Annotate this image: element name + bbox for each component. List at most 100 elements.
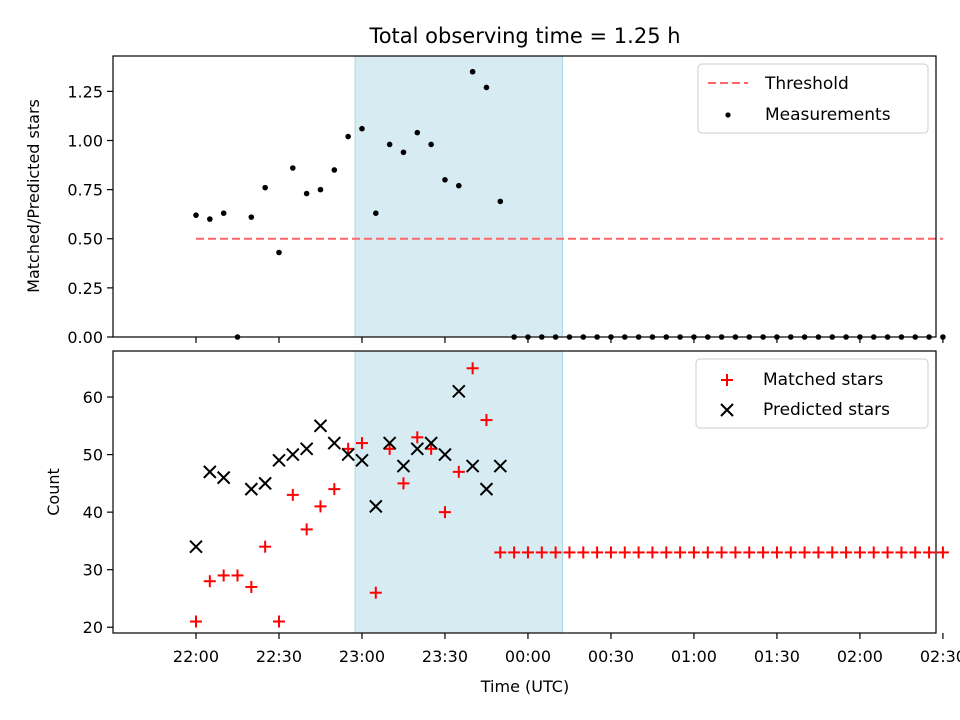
matched-star-point xyxy=(604,546,617,559)
matched-star-point xyxy=(494,546,507,559)
matched-star-point xyxy=(701,546,714,559)
y-tick-label: 50 xyxy=(83,446,103,465)
matched-star-point xyxy=(687,546,700,559)
matched-star-point xyxy=(328,483,341,496)
predicted-star-point xyxy=(203,465,217,479)
matched-star-point xyxy=(660,546,673,559)
matched-star-point xyxy=(674,546,687,559)
measurement-point xyxy=(428,141,434,148)
x-tick-label: 00:00 xyxy=(505,647,551,666)
y-tick-label: 0.00 xyxy=(67,328,103,347)
matched-star-point xyxy=(521,546,534,559)
matched-star-point xyxy=(438,506,451,519)
predicted-star-point xyxy=(479,482,494,496)
matched-star-point xyxy=(452,465,465,478)
measurement-point xyxy=(317,186,324,193)
x-tick-label: 02:00 xyxy=(837,647,883,666)
x-tick-label: 01:30 xyxy=(754,647,800,666)
matched-star-point xyxy=(867,546,880,559)
matched-star-point xyxy=(383,442,396,455)
predicted-star-point xyxy=(396,459,411,473)
matched-star-point xyxy=(784,546,797,559)
predicted-star-point xyxy=(382,436,397,450)
predicted-stars-legend-swatch xyxy=(720,403,734,417)
measurement-point xyxy=(193,212,199,218)
measurement-point xyxy=(276,249,282,256)
matched-star-point xyxy=(936,546,949,559)
bottom-data-marks xyxy=(189,362,949,628)
matched-star-point xyxy=(272,615,285,628)
matched-star-point xyxy=(632,546,645,559)
bottom-y-axis-label: Count xyxy=(44,468,63,516)
measurement-point xyxy=(303,190,310,197)
measurement-point xyxy=(483,84,490,91)
bottom-panel: Count Time (UTC) 20 30 40 50 60 22:00 22:30 23… xyxy=(44,350,960,696)
highlight-band xyxy=(354,55,564,338)
predicted-star-point xyxy=(465,459,480,473)
predicted-star-point xyxy=(355,453,369,468)
predicted-star-point xyxy=(258,476,272,491)
top-y-axis-label: Matched/Predicted stars xyxy=(24,99,43,293)
x-tick-label: 23:30 xyxy=(422,647,468,666)
bottom-x-ticks: 22:00 22:30 23:00 23:30 00:00 00:30 01:00 01:30… xyxy=(173,633,960,666)
matched-star-point xyxy=(259,540,272,553)
matched-star-point xyxy=(466,362,479,375)
measurement-point xyxy=(290,165,296,171)
matched-stars-legend-label: Matched stars xyxy=(763,370,883,390)
matched-star-point xyxy=(729,546,742,559)
matched-star-point xyxy=(798,546,811,559)
top-y-ticks: 0.00 0.25 0.50 0.75 1.00 1.25 xyxy=(67,82,113,347)
matched-star-point xyxy=(618,546,631,559)
matched-star-point xyxy=(217,569,230,582)
y-tick-label: 0.75 xyxy=(67,181,103,200)
matched-star-point xyxy=(480,414,493,427)
y-tick-label: 1.25 xyxy=(67,82,103,101)
predicted-star-point xyxy=(493,459,508,473)
top-legend-box xyxy=(697,63,929,134)
matched-star-point xyxy=(563,546,576,559)
x-tick-label: 22:00 xyxy=(173,647,219,666)
matched-star-point xyxy=(591,546,604,559)
bottom-axes-frame xyxy=(112,350,937,634)
matched-star-point xyxy=(300,523,313,536)
matched-star-point xyxy=(770,546,783,559)
matched-star-point xyxy=(231,569,244,582)
measurement-point xyxy=(248,214,255,220)
predicted-star-point xyxy=(410,442,425,456)
x-tick-label: 22:30 xyxy=(256,647,302,666)
y-tick-label: 30 xyxy=(83,561,103,580)
matched-star-point xyxy=(909,546,922,559)
measurement-point xyxy=(345,133,351,140)
bottom-y-ticks: 20 30 40 50 60 xyxy=(83,388,113,637)
matched-star-point xyxy=(535,546,548,559)
matched-star-point xyxy=(646,546,659,559)
y-tick-label: 0.50 xyxy=(67,230,103,249)
measurement-point xyxy=(359,125,365,132)
top-legend: Threshold Measurements xyxy=(697,63,929,134)
matched-star-point xyxy=(757,546,770,559)
matched-star-point xyxy=(923,546,936,559)
chart-title: Total observing time = 1.25 h xyxy=(368,24,680,48)
matched-star-point xyxy=(508,546,521,559)
top-x-ticks xyxy=(195,337,944,343)
measurements-legend-label: Measurements xyxy=(765,105,891,125)
top-panel: Total observing time = 1.25 h Matched/Pr… xyxy=(24,24,946,347)
x-tick-label: 00:30 xyxy=(588,647,634,666)
predicted-star-point xyxy=(299,442,314,456)
matched-star-point xyxy=(425,442,438,455)
measurement-point xyxy=(373,210,379,217)
matched-star-point xyxy=(369,586,382,599)
predicted-star-point xyxy=(452,384,466,398)
predicted-star-point xyxy=(438,447,452,462)
measurements-legend-swatch xyxy=(725,112,731,118)
highlight-band xyxy=(354,350,564,634)
measurement-point xyxy=(497,198,504,205)
top-data-marks xyxy=(193,68,946,340)
matched-star-point xyxy=(397,477,410,490)
predicted-star-point xyxy=(313,419,328,433)
x-tick-label: 01:00 xyxy=(671,647,717,666)
bottom-x-axis-label: Time (UTC) xyxy=(480,677,569,696)
matched-star-point xyxy=(411,431,424,444)
matched-star-point xyxy=(577,546,590,559)
